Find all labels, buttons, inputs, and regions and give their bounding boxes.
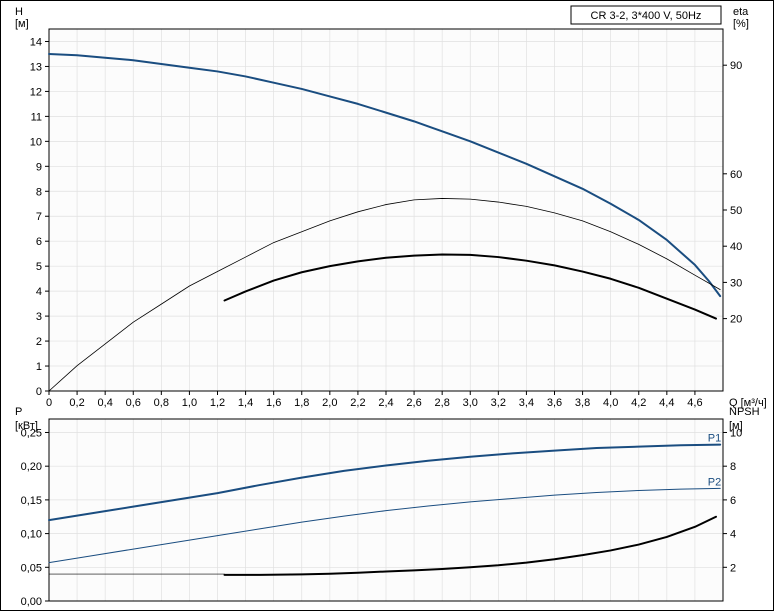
- y2-right-label-1: NPSH: [729, 406, 760, 418]
- x-tick-label: 3,2: [491, 397, 506, 409]
- y1-right-tick: 60: [730, 169, 742, 181]
- pump-curve-chart: 0 0,2 0,4 0,6 0,8 1,0 1,2 1,4 1,6 1,8 2,0 2,2 2,4 2,6…: [1, 1, 773, 610]
- y2-left-tick: 0,05: [21, 562, 42, 574]
- y1-right-label-1: eta: [733, 6, 749, 18]
- y1-left-label-1: H: [15, 6, 23, 18]
- x-tick-label: 3,6: [547, 397, 562, 409]
- y1-right-tick: 50: [730, 205, 742, 217]
- x-tick-label: 1,6: [266, 397, 281, 409]
- x-tick-label: 2,2: [350, 397, 365, 409]
- y1-left-tick: 13: [30, 61, 42, 73]
- y2-left-tick: 0,10: [21, 529, 42, 541]
- x-tick-label: 3,8: [575, 397, 590, 409]
- x-tick-label: 4,2: [631, 397, 646, 409]
- y1-left-tick: 4: [36, 286, 42, 298]
- y1-left-tick: 10: [30, 136, 42, 148]
- y2-right-tick: 2: [730, 562, 736, 574]
- y2-left-label-2: [кВт]: [15, 420, 38, 432]
- y1-left-tick: 7: [36, 211, 42, 223]
- y1-left-tick: 14: [30, 36, 42, 48]
- x-tick-label: 0,6: [126, 397, 141, 409]
- x-tick-label: 1,2: [210, 397, 225, 409]
- y1-left-tick: 5: [36, 261, 42, 273]
- x-tick-label: 2,6: [406, 397, 421, 409]
- x-tick-label: 0,8: [154, 397, 169, 409]
- x-tick-label: 4,6: [687, 397, 702, 409]
- x-tick-label: 0,4: [98, 397, 113, 409]
- y2-left-tick: 0,20: [21, 461, 42, 473]
- x-tick-label: 0,2: [69, 397, 84, 409]
- y1-left-label-2: [м]: [15, 18, 29, 30]
- chart-title: CR 3-2, 3*400 V, 50Hz: [591, 10, 702, 22]
- y1-left-tick: 12: [30, 86, 42, 98]
- y1-right-tick: 20: [730, 314, 742, 326]
- y2-left-tick: 0,15: [21, 495, 42, 507]
- y2-left-tick: 0,00: [21, 596, 42, 608]
- y1-right-tick: 40: [730, 241, 742, 253]
- y2-right-tick: 6: [730, 495, 736, 507]
- y1-left-tick: 3: [36, 311, 42, 323]
- chart-container: 0 0,2 0,4 0,6 0,8 1,0 1,2 1,4 1,6 1,8 2,0 2,2 2,4 2,6…: [0, 0, 774, 611]
- curve-label-P2: P2: [708, 476, 721, 488]
- y1-left-tick: 6: [36, 236, 42, 248]
- y1-left-tick: 11: [31, 111, 42, 123]
- y1-left-tick: 9: [36, 161, 42, 173]
- y2-right-label-2: [м]: [729, 420, 743, 432]
- x-tick-label: 3,0: [463, 397, 478, 409]
- x-tick-label: 1,4: [238, 397, 253, 409]
- y2-right-tick: 8: [730, 461, 736, 473]
- x-tick-label: 2,8: [435, 397, 450, 409]
- y1-right-tick: 90: [730, 60, 742, 72]
- x-tick-label: 3,4: [519, 397, 534, 409]
- y2-left-label-1: P: [15, 406, 22, 418]
- y1-left-tick: 8: [36, 186, 42, 198]
- y1-right-label-2: [%]: [733, 18, 749, 30]
- y1-left-tick: 0: [36, 386, 42, 398]
- y2-right-tick: 4: [730, 529, 736, 541]
- x-tick-label: 4,4: [659, 397, 674, 409]
- x-tick-label: 2,4: [378, 397, 393, 409]
- x-tick-label: 2,0: [322, 397, 337, 409]
- x-tick-label: 1,8: [294, 397, 309, 409]
- x-tick-label: 4,0: [603, 397, 618, 409]
- y1-left-tick: 2: [36, 336, 42, 348]
- x-tick-label: 1,0: [182, 397, 197, 409]
- curve-label-P1: P1: [708, 433, 721, 445]
- y1-right-tick: 30: [730, 277, 742, 289]
- x-tick-label: 0: [46, 397, 52, 409]
- y1-left-tick: 1: [36, 361, 42, 373]
